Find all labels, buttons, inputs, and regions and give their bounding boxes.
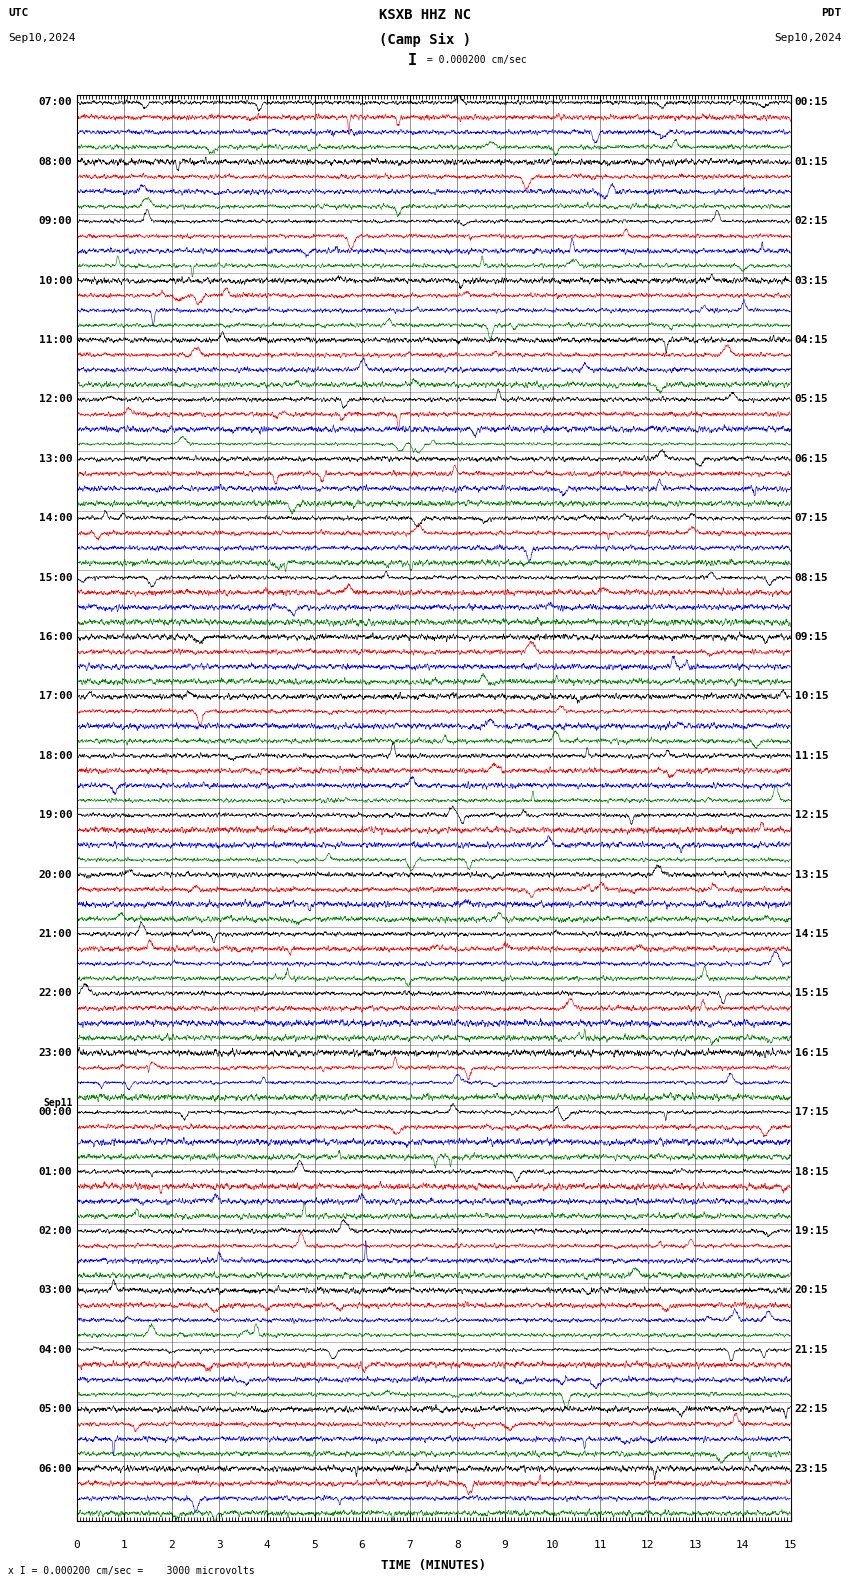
Text: Sep10,2024: Sep10,2024 xyxy=(8,33,76,43)
Text: 06:00: 06:00 xyxy=(38,1464,72,1473)
Text: 19:00: 19:00 xyxy=(38,811,72,821)
Text: 10: 10 xyxy=(546,1540,559,1549)
Text: 11:00: 11:00 xyxy=(38,336,72,345)
Text: PDT: PDT xyxy=(821,8,842,17)
Text: 07:15: 07:15 xyxy=(795,513,829,523)
Text: KSXB HHZ NC: KSXB HHZ NC xyxy=(379,8,471,22)
Text: 15:00: 15:00 xyxy=(38,573,72,583)
Text: 00:15: 00:15 xyxy=(795,98,829,108)
Text: 14: 14 xyxy=(736,1540,750,1549)
Text: 20:15: 20:15 xyxy=(795,1286,829,1296)
Text: 05:15: 05:15 xyxy=(795,394,829,404)
Text: 08:00: 08:00 xyxy=(38,157,72,166)
Text: 02:15: 02:15 xyxy=(795,217,829,227)
Text: 15: 15 xyxy=(784,1540,797,1549)
Text: Sep11: Sep11 xyxy=(42,1098,72,1107)
Text: 03:00: 03:00 xyxy=(38,1286,72,1296)
Text: I: I xyxy=(407,52,416,68)
Text: Sep10,2024: Sep10,2024 xyxy=(774,33,842,43)
Text: 16:00: 16:00 xyxy=(38,632,72,642)
Text: 08:15: 08:15 xyxy=(795,573,829,583)
Text: 03:15: 03:15 xyxy=(795,276,829,285)
Text: 13: 13 xyxy=(688,1540,702,1549)
Text: 1: 1 xyxy=(121,1540,128,1549)
Text: 3: 3 xyxy=(216,1540,223,1549)
Text: 14:15: 14:15 xyxy=(795,930,829,939)
Text: 00:00: 00:00 xyxy=(38,1107,72,1117)
Text: 16:15: 16:15 xyxy=(795,1049,829,1058)
Text: 13:15: 13:15 xyxy=(795,870,829,879)
Text: (Camp Six ): (Camp Six ) xyxy=(379,33,471,48)
Text: 21:15: 21:15 xyxy=(795,1345,829,1354)
Text: 13:00: 13:00 xyxy=(38,455,72,464)
Text: 22:00: 22:00 xyxy=(38,988,72,998)
Text: 23:00: 23:00 xyxy=(38,1049,72,1058)
Text: 5: 5 xyxy=(311,1540,318,1549)
Text: 8: 8 xyxy=(454,1540,461,1549)
Text: x I = 0.000200 cm/sec =    3000 microvolts: x I = 0.000200 cm/sec = 3000 microvolts xyxy=(8,1567,255,1576)
Text: 18:00: 18:00 xyxy=(38,751,72,760)
Text: 01:00: 01:00 xyxy=(38,1167,72,1177)
Text: 06:15: 06:15 xyxy=(795,455,829,464)
Text: 02:00: 02:00 xyxy=(38,1226,72,1236)
Text: 22:15: 22:15 xyxy=(795,1405,829,1415)
Text: 01:15: 01:15 xyxy=(795,157,829,166)
Text: 17:00: 17:00 xyxy=(38,692,72,702)
Text: 14:00: 14:00 xyxy=(38,513,72,523)
Text: 2: 2 xyxy=(168,1540,175,1549)
Text: 19:15: 19:15 xyxy=(795,1226,829,1236)
Text: 04:00: 04:00 xyxy=(38,1345,72,1354)
Text: 23:15: 23:15 xyxy=(795,1464,829,1473)
Text: 17:15: 17:15 xyxy=(795,1107,829,1117)
Text: 15:15: 15:15 xyxy=(795,988,829,998)
Text: 07:00: 07:00 xyxy=(38,98,72,108)
Text: 4: 4 xyxy=(264,1540,270,1549)
Text: 20:00: 20:00 xyxy=(38,870,72,879)
Text: 18:15: 18:15 xyxy=(795,1167,829,1177)
Text: 09:15: 09:15 xyxy=(795,632,829,642)
Text: TIME (MINUTES): TIME (MINUTES) xyxy=(381,1559,486,1571)
Text: 09:00: 09:00 xyxy=(38,217,72,227)
Text: 11: 11 xyxy=(593,1540,607,1549)
Text: 10:15: 10:15 xyxy=(795,692,829,702)
Text: 9: 9 xyxy=(502,1540,508,1549)
Text: 12:15: 12:15 xyxy=(795,811,829,821)
Text: 05:00: 05:00 xyxy=(38,1405,72,1415)
Text: 21:00: 21:00 xyxy=(38,930,72,939)
Text: = 0.000200 cm/sec: = 0.000200 cm/sec xyxy=(421,55,526,65)
Text: 6: 6 xyxy=(359,1540,366,1549)
Text: 12:00: 12:00 xyxy=(38,394,72,404)
Text: UTC: UTC xyxy=(8,8,29,17)
Text: 12: 12 xyxy=(641,1540,654,1549)
Text: 7: 7 xyxy=(406,1540,413,1549)
Text: 04:15: 04:15 xyxy=(795,336,829,345)
Text: 11:15: 11:15 xyxy=(795,751,829,760)
Text: 0: 0 xyxy=(73,1540,80,1549)
Text: 10:00: 10:00 xyxy=(38,276,72,285)
